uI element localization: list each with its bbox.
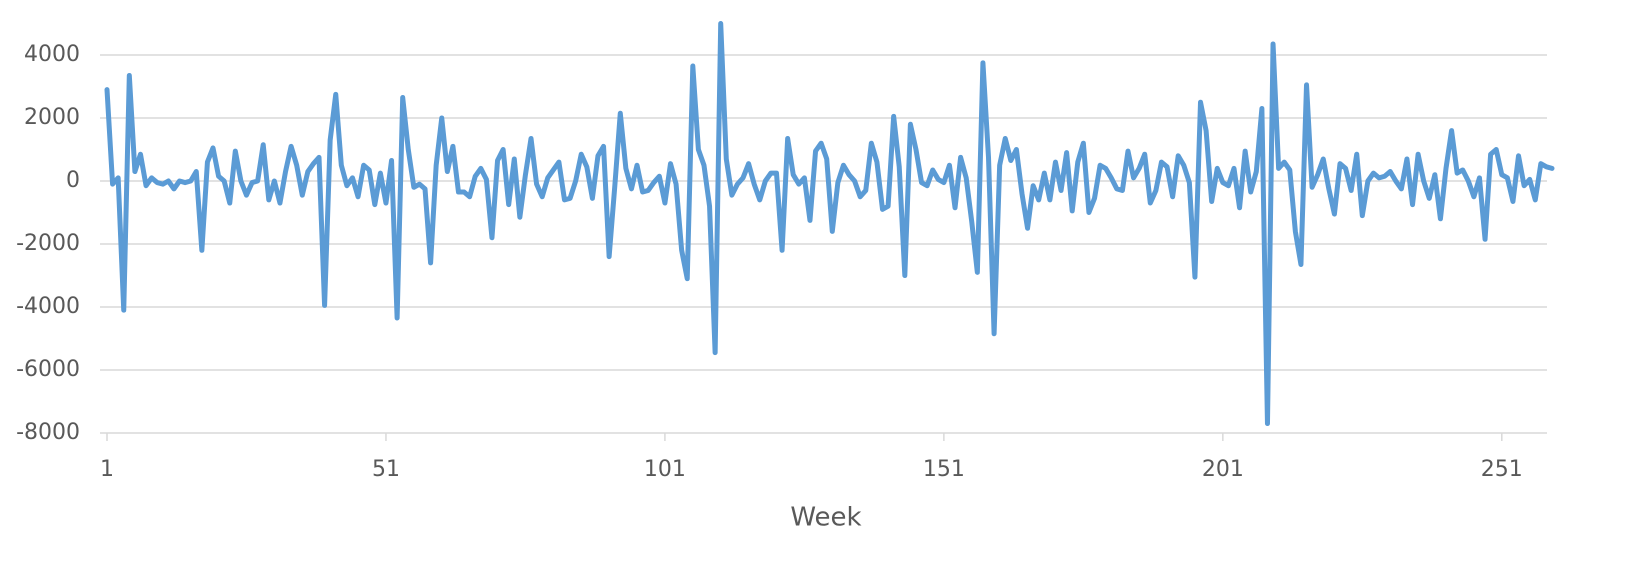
x-tick-label: 1 [100, 457, 114, 482]
x-tick-label: 51 [372, 457, 400, 482]
x-axis-title: Week [790, 503, 861, 533]
x-tick-label: 151 [923, 457, 965, 482]
y-tick-label: -2000 [16, 231, 80, 256]
x-tick-label: 251 [1481, 457, 1523, 482]
data-line [104, 21, 1555, 427]
x-tick-label: 101 [644, 457, 686, 482]
y-tick-label: 0 [66, 168, 80, 193]
x-tick-label: 201 [1202, 457, 1244, 482]
y-tick-label: -6000 [16, 357, 80, 382]
y-tick-label: -4000 [16, 294, 80, 319]
y-tick-label: -8000 [16, 420, 80, 445]
y-tick-label: 4000 [24, 42, 80, 67]
y-tick-label: 2000 [24, 105, 80, 130]
